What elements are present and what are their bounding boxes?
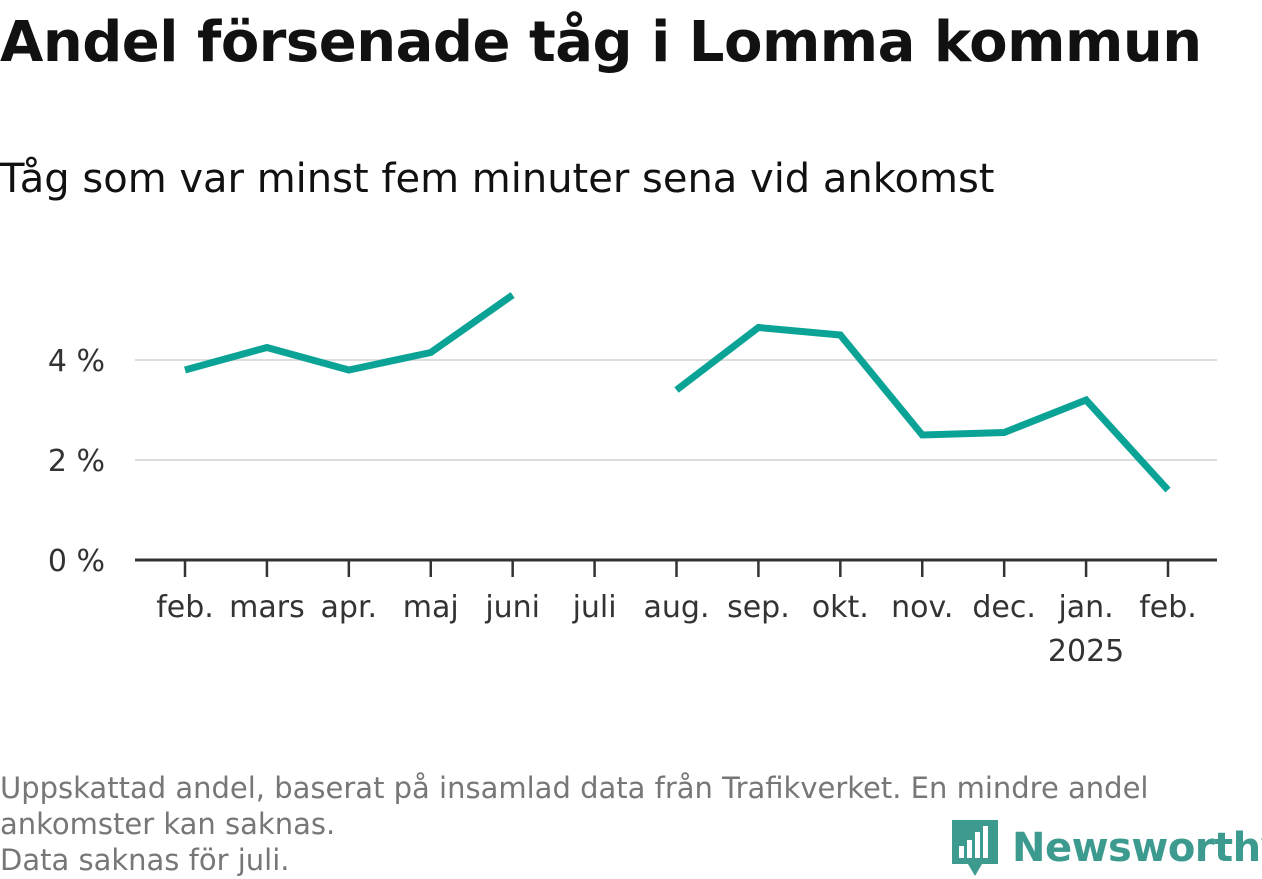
x-tick-label: feb. bbox=[1139, 590, 1197, 625]
x-tick-label: juli bbox=[572, 590, 617, 625]
x-tick-label: feb. bbox=[156, 590, 214, 625]
x-tick-label: apr. bbox=[321, 590, 378, 625]
x-tick-label: mars bbox=[229, 590, 305, 625]
y-tick-label: 4 % bbox=[48, 344, 105, 379]
footnote-line: ankomster kan saknas. bbox=[0, 807, 336, 841]
newsworthy-logo: Newsworthy bbox=[950, 818, 1262, 878]
x-tick-label: jan. bbox=[1057, 590, 1113, 625]
x-tick-label: aug. bbox=[644, 590, 710, 625]
x-tick-sublabel: 2025 bbox=[1048, 634, 1124, 669]
footnote-line: Data saknas för juli. bbox=[0, 843, 290, 877]
y-axis-ticks: 0 % 2 % 4 % bbox=[48, 344, 105, 579]
x-tick-label: okt. bbox=[812, 590, 869, 625]
x-tick-label: nov. bbox=[891, 590, 953, 625]
logo-text: Newsworthy bbox=[1012, 825, 1262, 871]
x-tick-label: sep. bbox=[727, 590, 790, 625]
footnote: Uppskattad andel, baserat på insamlad da… bbox=[0, 770, 1148, 878]
series-lines bbox=[184, 292, 1171, 493]
chart-subtitle: Tåg som var minst fem minuter sena vid a… bbox=[0, 156, 995, 202]
y-tick-label: 2 % bbox=[48, 444, 105, 479]
series-line bbox=[674, 323, 1171, 493]
y-tick-label: 0 % bbox=[48, 544, 105, 579]
x-tick-label: juni bbox=[484, 590, 540, 625]
series-line bbox=[184, 292, 515, 374]
chart-title: Andel försenade tåg i Lomma kommun bbox=[0, 10, 1202, 75]
x-tick-label: dec. bbox=[972, 590, 1036, 625]
bar-chart-speech-bubble-icon bbox=[952, 820, 998, 876]
x-tick-label: maj bbox=[403, 590, 459, 625]
footnote-line: Uppskattad andel, baserat på insamlad da… bbox=[0, 771, 1149, 805]
x-axis-ticks: feb. mars apr. maj juni juli aug. sep. okt. nov. d… bbox=[156, 560, 1197, 669]
